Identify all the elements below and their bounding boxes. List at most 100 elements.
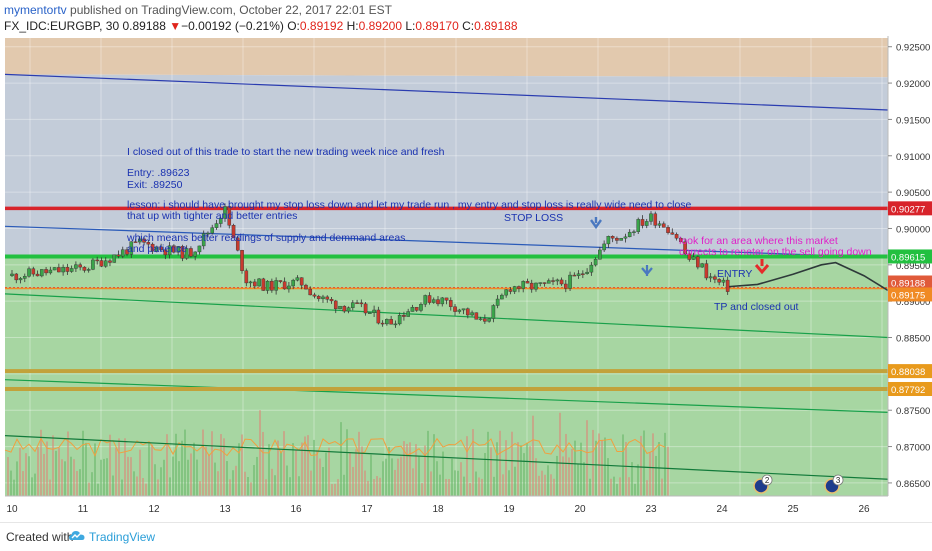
volume-bar [172,456,174,496]
price-tag-label: 0.89188 [891,279,925,290]
volume-bar [595,440,597,496]
volume-bar [238,443,240,496]
volume-bar [424,445,426,496]
lower-channel-line [4,293,889,339]
volume-bar [535,458,537,496]
volume-bar [184,429,186,496]
footer: Created with TradingView [0,522,932,551]
volume-bar [304,436,306,496]
volume-bar [469,483,471,496]
candle [470,312,474,316]
candle [235,237,240,251]
candle [674,234,679,239]
candle [491,305,496,319]
candle [48,269,53,274]
volume-bar [103,458,105,496]
sell-arrow-icon [754,259,770,275]
candle [180,246,185,259]
candle [206,232,210,235]
candle [351,302,355,308]
volume-bar [7,457,9,496]
close-value: 0.89188 [474,19,518,33]
volume-bar [484,452,486,496]
price-chart[interactable]: I closed out of this trade to start the … [0,36,932,522]
candle [172,245,176,253]
price-tag [888,201,932,216]
candle [270,280,274,291]
candle [342,305,347,312]
candle [265,280,270,291]
candle [661,223,666,228]
candle [108,260,112,263]
candle [448,300,453,307]
candle [201,233,206,247]
volume-bar [496,442,498,496]
time-tick-label: 16 [290,504,302,515]
volume-bar [46,441,48,496]
volume-bar [121,479,123,496]
candle [504,289,508,296]
candle [325,296,330,300]
volume-bar [331,483,333,496]
candle [721,279,726,283]
candle [129,241,134,255]
candle [564,283,568,289]
volume-bar [616,483,618,496]
volume-bar [214,462,216,496]
candle [512,286,517,292]
volume-bar [478,477,480,496]
volume-bar [637,464,639,496]
volume-bar [490,447,492,496]
volume-bar [25,453,27,496]
candle [78,264,82,268]
volume-bar [277,440,279,496]
time-tick-label: 25 [787,504,799,515]
upper-channel-line [4,73,889,111]
zone-bottom-line [5,386,888,391]
volume-bar [433,434,435,496]
volume-bar [70,456,72,496]
candle [189,248,193,257]
candle [500,294,504,300]
candle [282,281,287,290]
candle [137,238,142,243]
candle [670,232,675,235]
candle [125,249,129,255]
volume-bar [22,471,24,496]
candle [116,254,121,257]
volume-bar [607,458,609,496]
volume-bar [376,476,378,496]
volume-bar [31,477,33,496]
candle [74,264,78,269]
time-tick-label: 19 [503,504,515,515]
volume-bar [58,448,60,496]
volume-bar [589,478,591,496]
candle [402,315,406,317]
down-arrow-icon: ▼ [169,19,182,33]
candle [623,236,628,239]
volume-bar [505,440,507,496]
candle [10,273,14,276]
candle [253,281,257,287]
candle [223,206,227,219]
time-tick-label: 13 [219,504,231,515]
volume-bar [628,477,630,496]
volume-bar [640,435,642,496]
volume-bar [196,459,198,496]
candle [521,281,525,289]
volume-bar [472,429,474,496]
volume-bar [580,442,582,496]
candle [717,279,721,283]
candle [257,278,261,287]
volume-bar [352,466,354,496]
candle [150,243,155,252]
volume-bar [40,429,42,496]
volume-bar [475,471,477,496]
author-link[interactable]: mymentortv [4,3,67,17]
tradingview-brand[interactable]: TradingView [89,530,156,544]
candle [308,288,313,296]
volume-bar [526,442,528,496]
volume-bar [460,462,462,496]
candle [214,223,219,228]
volume-bar [310,470,312,496]
